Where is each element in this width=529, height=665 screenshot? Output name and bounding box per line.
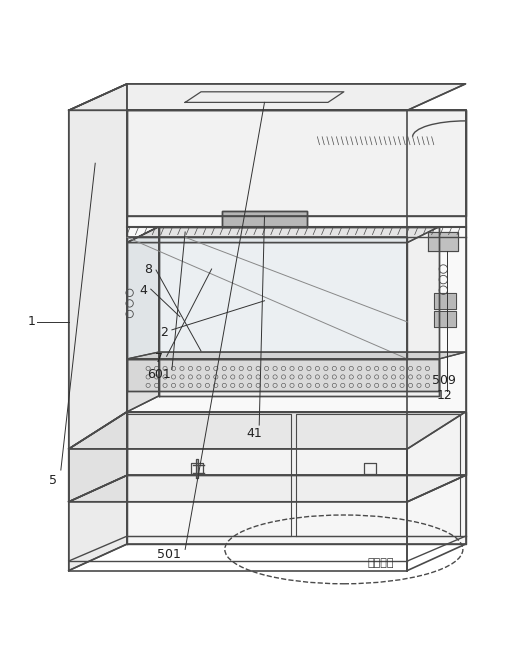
Polygon shape <box>127 359 439 391</box>
Text: 41: 41 <box>246 426 262 440</box>
Text: 8: 8 <box>144 263 152 275</box>
Polygon shape <box>127 352 466 359</box>
Polygon shape <box>434 311 456 327</box>
Text: 4: 4 <box>139 284 147 297</box>
Polygon shape <box>69 475 466 502</box>
Polygon shape <box>196 460 198 478</box>
Polygon shape <box>127 227 159 412</box>
Polygon shape <box>127 237 407 359</box>
Text: 5: 5 <box>49 474 57 487</box>
Text: 601: 601 <box>147 368 170 381</box>
Text: 2: 2 <box>160 326 168 339</box>
Polygon shape <box>127 412 466 544</box>
Polygon shape <box>127 110 466 475</box>
Polygon shape <box>69 84 127 502</box>
Text: 509: 509 <box>432 374 457 386</box>
Text: 检测区域: 检测区域 <box>368 558 394 568</box>
Polygon shape <box>69 412 466 449</box>
Polygon shape <box>69 412 127 571</box>
Polygon shape <box>222 211 307 227</box>
Polygon shape <box>69 84 466 110</box>
Polygon shape <box>127 110 466 216</box>
Text: 501: 501 <box>157 548 181 561</box>
Polygon shape <box>428 232 458 251</box>
Text: 12: 12 <box>436 390 452 402</box>
Text: 1: 1 <box>28 315 35 329</box>
Polygon shape <box>434 293 456 309</box>
Text: 7: 7 <box>154 352 163 366</box>
Polygon shape <box>159 227 439 396</box>
Polygon shape <box>127 227 439 243</box>
